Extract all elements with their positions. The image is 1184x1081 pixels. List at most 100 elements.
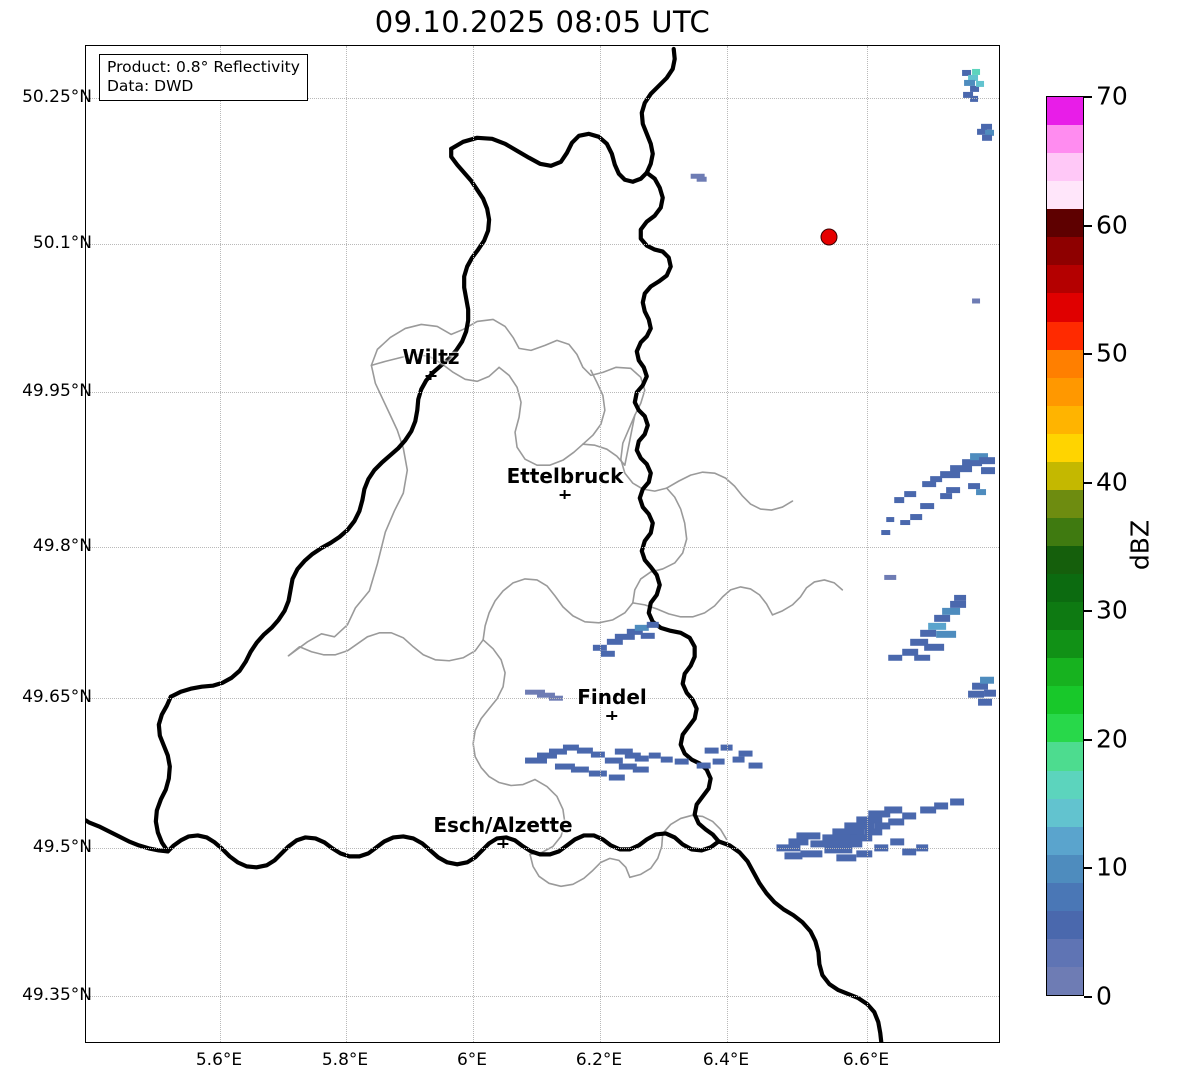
axis-label-lon-4: 6.4°E [702, 1050, 750, 1070]
axis-label-lat-2: 49.95°N [22, 381, 92, 401]
tick-lon-6 [473, 1042, 474, 1043]
axis-label-lon-5: 6.6°E [842, 1050, 890, 1070]
city-marker-findel[interactable]: Findel [577, 686, 647, 722]
city-marker-esch-alzette[interactable]: Esch/Alzette [433, 813, 573, 850]
product-line: Product: 0.8° Reflectivity [107, 58, 300, 76]
plot-inner: Product: 0.8° Reflectivity Data: DWD Wil… [86, 46, 999, 1042]
colorbar-band-21 [1047, 377, 1083, 406]
tick-lon-6.2 [600, 1042, 601, 1043]
gridline-lon-6.4 [727, 46, 728, 1042]
axis-label-lon-2: 6°E [456, 1050, 488, 1070]
colorbar-band-31 [1047, 97, 1083, 126]
colorbar-band-26 [1047, 237, 1083, 266]
city-cross-icon [507, 487, 624, 501]
axis-label-lat-0: 50.25°N [22, 87, 92, 107]
colorbar-band-20 [1047, 405, 1083, 434]
colorbar-tick-0 [1084, 996, 1092, 998]
gridline-lat-49.95 [86, 392, 999, 393]
colorbar-gradient [1046, 96, 1084, 996]
city-marker-wiltz[interactable]: Wiltz [402, 345, 460, 382]
axis-label-lat-4: 49.65°N [22, 687, 92, 707]
radar-station-marker[interactable] [820, 228, 838, 246]
city-label-findel: Findel [577, 685, 647, 709]
city-label-wiltz: Wiltz [402, 345, 460, 369]
colorbar-band-24 [1047, 293, 1083, 322]
colorbar-band-5 [1047, 826, 1083, 855]
gridline-lat-50.1 [86, 244, 999, 245]
colorbar-tick-label-0: 0 [1096, 981, 1112, 1011]
colorbar-band-29 [1047, 153, 1083, 182]
radar-map-plot[interactable]: Product: 0.8° Reflectivity Data: DWD Wil… [85, 45, 1000, 1043]
gridline-lon-5.6 [220, 46, 221, 1042]
colorbar[interactable]: 70 60 50 40 30 20 10 0 [1046, 82, 1128, 1011]
colorbar-band-1 [1047, 938, 1083, 967]
colorbar-unit-label: dBZ [1125, 519, 1155, 571]
country-border [153, 131, 721, 870]
colorbar-tick-50 [1084, 353, 1092, 356]
radar-echoes [525, 68, 997, 862]
colorbar-tick-10 [1084, 867, 1092, 870]
colorbar-band-11 [1047, 658, 1083, 687]
colorbar-tick-label-50: 50 [1096, 338, 1128, 368]
colorbar-tick-label-70: 70 [1096, 81, 1128, 111]
colorbar-band-0 [1047, 966, 1083, 995]
colorbar-band-16 [1047, 517, 1083, 546]
colorbar-band-12 [1047, 630, 1083, 659]
page-title: 09.10.2025 08:05 UTC [374, 5, 711, 39]
product-info-box: Product: 0.8° Reflectivity Data: DWD [99, 54, 308, 101]
colorbar-band-8 [1047, 742, 1083, 771]
canton-boundaries [287, 318, 844, 888]
city-cross-icon [403, 368, 460, 382]
axis-label-lat-6: 49.35°N [22, 985, 92, 1005]
colorbar-tick-label-60: 60 [1096, 210, 1128, 240]
data-source-line: Data: DWD [107, 77, 194, 95]
city-cross-icon [433, 836, 572, 850]
tick-lon-6.6 [867, 1042, 868, 1043]
colorbar-band-22 [1047, 349, 1083, 378]
colorbar-band-23 [1047, 321, 1083, 350]
colorbar-band-25 [1047, 265, 1083, 294]
colorbar-tick-label-10: 10 [1096, 852, 1128, 882]
gridline-lat-49.8 [86, 547, 999, 548]
colorbar-band-19 [1047, 433, 1083, 462]
colorbar-band-27 [1047, 209, 1083, 238]
city-label-esch-alzette: Esch/Alzette [433, 813, 573, 837]
gridline-lat-50.25 [86, 98, 999, 99]
city-cross-icon [577, 708, 647, 722]
colorbar-tick-30 [1084, 610, 1092, 613]
colorbar-band-28 [1047, 181, 1083, 210]
tick-lon-5.6 [220, 1042, 221, 1043]
gridline-lon-6 [473, 46, 474, 1042]
colorbar-tick-40 [1084, 481, 1092, 484]
axis-label-lon-1: 5.8°E [321, 1050, 369, 1070]
colorbar-tick-label-20: 20 [1096, 724, 1128, 754]
colorbar-band-2 [1047, 910, 1083, 939]
gridline-lon-5.8 [346, 46, 347, 1042]
colorbar-tick-label-40: 40 [1096, 467, 1128, 497]
colorbar-band-9 [1047, 714, 1083, 743]
colorbar-band-6 [1047, 798, 1083, 827]
map-vector-layer [86, 46, 997, 1042]
colorbar-tick-70 [1084, 96, 1092, 98]
city-marker-ettelbruck[interactable]: Ettelbruck [507, 465, 624, 501]
gridline-lat-49.5 [86, 848, 999, 849]
colorbar-band-7 [1047, 770, 1083, 799]
gridline-lat-49.65 [86, 698, 999, 699]
gridline-lon-6.6 [867, 46, 868, 1042]
axis-label-lat-1: 50.1°N [32, 233, 92, 253]
colorbar-band-3 [1047, 882, 1083, 911]
tick-lon-5.8 [346, 1042, 347, 1043]
tick-lon-6.4 [727, 1042, 728, 1043]
colorbar-band-13 [1047, 602, 1083, 631]
colorbar-tick-20 [1084, 738, 1092, 741]
colorbar-tick-label-30: 30 [1096, 595, 1128, 625]
axis-label-lon-0: 5.6°E [195, 1050, 243, 1070]
axis-label-lat-5: 49.5°N [32, 837, 92, 857]
colorbar-tick-60 [1084, 224, 1092, 227]
colorbar-band-10 [1047, 686, 1083, 715]
colorbar-band-15 [1047, 546, 1083, 575]
colorbar-band-17 [1047, 489, 1083, 518]
colorbar-band-30 [1047, 125, 1083, 154]
gridline-lon-6.2 [600, 46, 601, 1042]
gridline-lat-49.35 [86, 996, 999, 997]
